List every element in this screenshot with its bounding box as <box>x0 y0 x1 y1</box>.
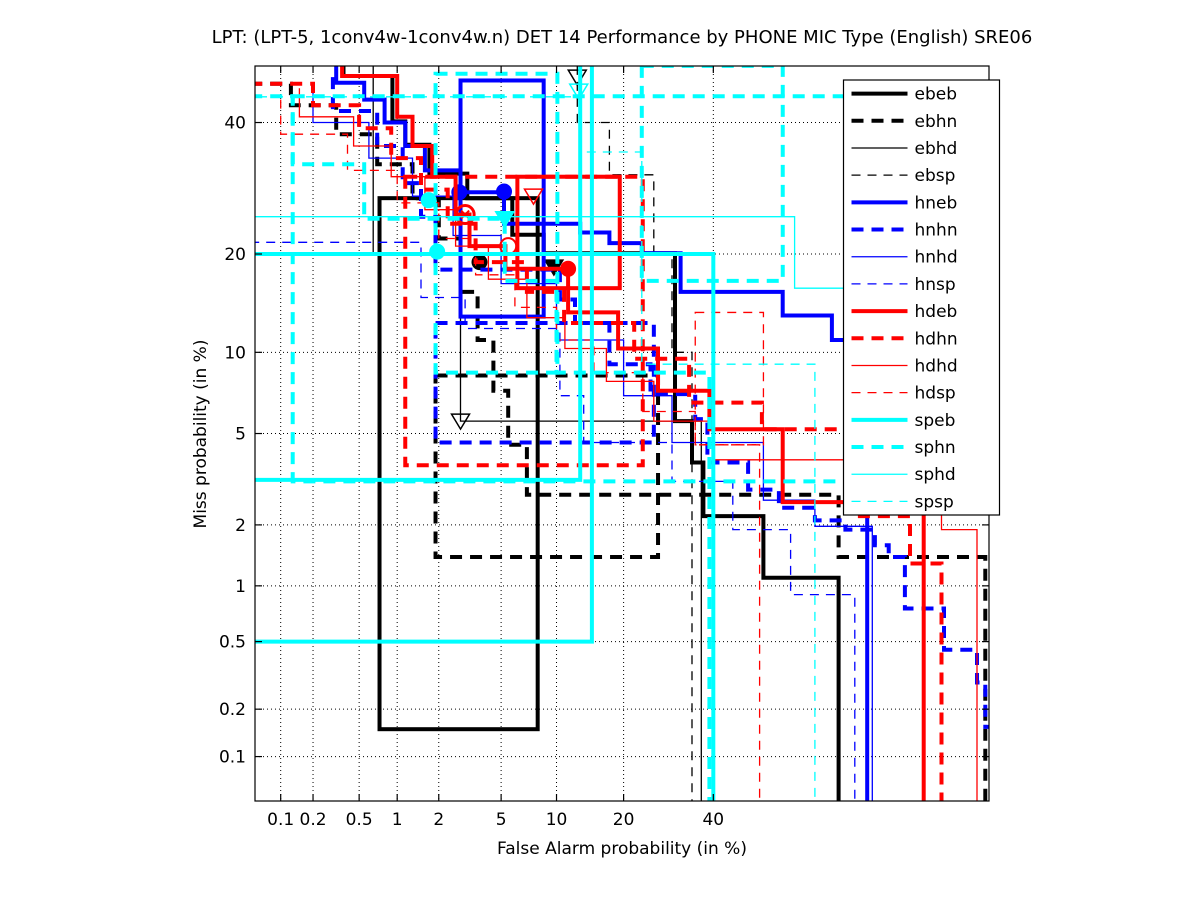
x-tick-label: 20 <box>613 810 635 830</box>
y-tick-label: 0.2 <box>219 700 246 720</box>
series-hdhn-box <box>403 174 645 468</box>
series-hnhn-box <box>433 321 656 445</box>
chart-title: LPT: (LPT-5, 1conv4w-1conv4w.n) DET 14 P… <box>212 27 1033 48</box>
series-speb-curve <box>255 66 594 644</box>
legend-label-hdhd: hdhd <box>915 356 958 376</box>
legend-label-hdeb: hdeb <box>915 302 958 322</box>
x-tick-label: 0.1 <box>267 810 294 830</box>
x-tick-label: 0.5 <box>346 810 373 830</box>
legend-box <box>842 79 1001 516</box>
y-axis-label: Miss probability (in %) <box>191 340 211 529</box>
y-tick-label: 5 <box>235 425 246 445</box>
legend-label-hdsp: hdsp <box>915 384 956 404</box>
y-tick-label: 2 <box>235 516 246 536</box>
legend-label-speb: speb <box>915 411 956 431</box>
legend-label-hneb: hneb <box>915 193 958 213</box>
series-ebhd-curve <box>372 66 702 801</box>
det-curves <box>255 66 989 801</box>
legend-label-hnhd: hnhd <box>915 248 958 268</box>
legend-label-ebsp: ebsp <box>915 166 956 186</box>
series-spsp-marker <box>568 83 590 101</box>
series-speb-box <box>255 252 716 801</box>
series-hdsp-curve <box>280 99 761 801</box>
legend-label-hdhn: hdhn <box>915 329 958 349</box>
y-tick-label: 20 <box>224 245 246 265</box>
series-hnhn-marker <box>496 183 513 200</box>
legend-label-sphd: sphd <box>915 465 956 485</box>
series-ebhn-curve <box>255 81 988 801</box>
series-hdsp <box>280 99 765 801</box>
x-tick-label: 2 <box>433 810 444 830</box>
legend-label-ebhn: ebhn <box>915 112 958 132</box>
x-tick-label: 0.2 <box>300 810 327 830</box>
x-tick-label: 1 <box>392 810 403 830</box>
legend-label-sphn: sphn <box>915 438 956 458</box>
series-hdsp-marker <box>523 188 544 206</box>
series-hdsp-box <box>694 311 765 446</box>
legend-label-hnsp: hnsp <box>915 275 956 295</box>
y-tick-label: 0.5 <box>219 633 246 653</box>
legend-label-spsp: spsp <box>915 492 954 512</box>
x-tick-label: 40 <box>702 810 724 830</box>
series-sphn-box <box>639 66 785 283</box>
series-spsp <box>258 83 816 801</box>
series-hdeb-marker <box>560 260 577 277</box>
series-sphn-box <box>433 71 560 375</box>
x-tick-label: 5 <box>496 810 507 830</box>
series-sphn-curve <box>255 94 712 801</box>
series-sphd-marker <box>429 243 446 260</box>
legend: ebeb ebhn ebhd ebsp hneb hnhn hnhd hnsp hdeb hdhn… <box>842 79 1001 516</box>
x-axis-label: False Alarm probability (in %) <box>497 839 747 859</box>
x-tick-label: 10 <box>546 810 568 830</box>
series-ebhn-box <box>433 373 661 559</box>
series-sphn-marker <box>494 211 516 229</box>
series-hnsp <box>255 241 856 801</box>
y-tick-label: 1 <box>235 577 246 597</box>
series-ebhd-marker <box>450 413 471 431</box>
legend-label-ebhd: ebhd <box>915 139 958 159</box>
series-speb-marker <box>420 192 437 209</box>
legend-label-hnhn: hnhn <box>915 221 958 241</box>
y-tick-label: 0.1 <box>219 748 246 768</box>
y-tick-label: 40 <box>224 114 246 134</box>
legend-label-ebeb: ebeb <box>915 85 958 105</box>
series-hnsp-curve <box>255 241 856 801</box>
y-tick-label: 10 <box>224 343 246 363</box>
series-ebhd <box>372 66 702 801</box>
